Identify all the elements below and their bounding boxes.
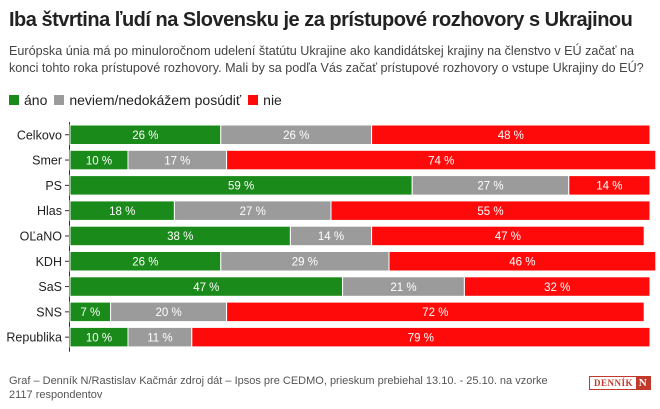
category-label: Celkovo bbox=[17, 128, 62, 142]
bar-segment bbox=[371, 225, 645, 247]
legend: áno neviem/nedokážem posúdiť nie bbox=[9, 91, 289, 109]
category-label: OĽaNO bbox=[20, 229, 63, 243]
bar-value-label: 10 % bbox=[86, 332, 112, 344]
category-label: SNS bbox=[36, 305, 62, 319]
bar-value-label: 27 % bbox=[240, 206, 266, 218]
bar-segment bbox=[388, 251, 657, 272]
bar-value-label: 26 % bbox=[132, 256, 158, 268]
bar-value-label: 20 % bbox=[155, 307, 181, 319]
dennik-n-logo: DENNÍK N bbox=[589, 376, 651, 390]
bar-value-label: 47 % bbox=[193, 282, 219, 294]
bar-value-label: 48 % bbox=[498, 130, 524, 142]
bar-value-label: 7 % bbox=[80, 307, 100, 319]
source-footer: Graf – Denník N/Rastislav Kačmár zdroj d… bbox=[9, 375, 548, 401]
bar-segment bbox=[568, 175, 651, 196]
legend-label-ano: áno bbox=[24, 92, 48, 108]
bar-value-label: 14 % bbox=[596, 181, 622, 193]
bar-value-label: 10 % bbox=[86, 155, 112, 167]
category-label: Republika bbox=[6, 331, 62, 345]
bar-segment bbox=[191, 326, 651, 348]
bar-segment bbox=[226, 149, 657, 171]
category-label: KDH bbox=[36, 255, 62, 269]
legend-swatch-nie bbox=[248, 95, 259, 105]
legend-label-neviem: neviem/nedokážem posúdiť bbox=[69, 92, 242, 108]
bar-value-label: 27 % bbox=[477, 181, 503, 193]
bar-value-label: 18 % bbox=[109, 206, 135, 218]
category-label: SaS bbox=[38, 280, 62, 294]
legend-item-ano: áno bbox=[9, 92, 47, 108]
category-label: PS bbox=[45, 179, 62, 193]
legend-swatch-neviem bbox=[54, 95, 65, 105]
chart-title: Iba štvrtina ľudí na Slovensku je za prí… bbox=[9, 9, 633, 31]
bar-value-label: 55 % bbox=[477, 206, 503, 218]
logo-text: DENNÍK bbox=[594, 378, 634, 388]
bar-value-label: 47 % bbox=[495, 231, 521, 243]
bar-value-label: 32 % bbox=[544, 282, 570, 294]
chart-subtitle: Európska únia má po minuloročnom udelení… bbox=[9, 44, 644, 75]
bar-value-label: 79 % bbox=[408, 332, 434, 344]
legend-swatch-ano bbox=[9, 95, 19, 105]
bar-value-label: 26 % bbox=[283, 130, 309, 142]
bar-value-label: 21 % bbox=[390, 282, 416, 294]
bar-segment bbox=[371, 124, 651, 145]
stacked-bar-chart: Celkovo 26 % 26 % 48 % Smer 10 % 17 % 74 % PS 59 … bbox=[6, 122, 657, 352]
bar-value-label: 59 % bbox=[228, 181, 254, 193]
bar-value-label: 26 % bbox=[132, 130, 158, 142]
legend-item-neviem: neviem/nedokážem posúdiť bbox=[54, 92, 241, 108]
bar-value-label: 14 % bbox=[318, 231, 344, 243]
bar-segment bbox=[330, 200, 651, 221]
bar-segment bbox=[226, 301, 645, 323]
category-label: Smer bbox=[32, 154, 62, 168]
bar-value-label: 74 % bbox=[428, 155, 454, 167]
category-label: Hlas bbox=[37, 204, 62, 218]
legend-item-nie: nie bbox=[248, 92, 282, 108]
bar-value-label: 72 % bbox=[422, 307, 448, 319]
bar-value-label: 46 % bbox=[509, 256, 535, 268]
legend-label-nie: nie bbox=[263, 92, 282, 108]
bar-value-label: 17 % bbox=[164, 155, 190, 167]
bar-segment bbox=[463, 276, 651, 297]
bar-value-label: 11 % bbox=[147, 332, 172, 344]
logo-n-mark: N bbox=[636, 376, 650, 390]
bar-value-label: 29 % bbox=[292, 256, 318, 268]
bar-value-label: 38 % bbox=[167, 231, 193, 243]
